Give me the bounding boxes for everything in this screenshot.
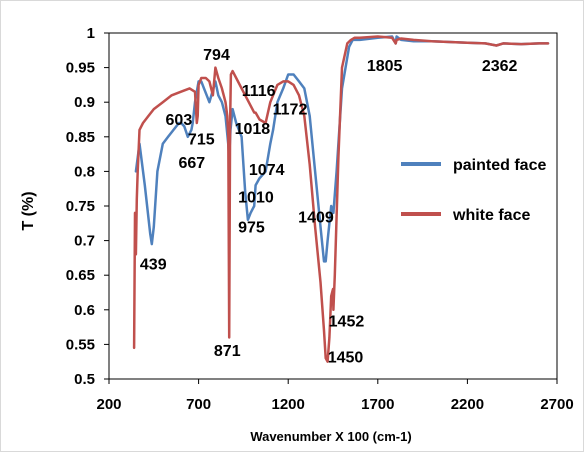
peak-label: 667 xyxy=(178,155,205,172)
x-tick-label: 2200 xyxy=(451,396,484,413)
peak-label: 1409 xyxy=(298,210,334,227)
peak-label: 439 xyxy=(140,257,167,274)
x-axis-ticks: 200 700 1200 1700 2200 2700 xyxy=(96,379,574,413)
y-tick-label: 1 xyxy=(87,25,95,42)
legend: painted face white face xyxy=(401,157,546,224)
y-tick-label: 0.7 xyxy=(74,233,95,250)
peak-label: 1010 xyxy=(238,190,274,207)
y-tick-label: 0.5 xyxy=(74,371,95,388)
x-tick-label: 200 xyxy=(96,396,121,413)
peak-label: 1805 xyxy=(367,58,403,75)
y-axis-ticks: 0.5 0.55 0.6 0.65 0.7 0.75 0.8 0.85 0.9 0.95 1 xyxy=(66,25,109,388)
y-axis-title: T (%) xyxy=(20,191,37,230)
peak-label: 871 xyxy=(214,343,241,360)
x-tick-label: 1700 xyxy=(361,396,394,413)
y-tick-label: 0.6 xyxy=(74,302,95,319)
y-tick-label: 0.65 xyxy=(66,267,95,284)
legend-label-painted-face: painted face xyxy=(453,157,546,174)
y-tick-label: 0.95 xyxy=(66,60,95,77)
peak-label: 1450 xyxy=(328,349,364,366)
peak-label: 1074 xyxy=(249,162,285,179)
y-tick-label: 0.75 xyxy=(66,198,95,215)
peak-label: 715 xyxy=(188,131,215,148)
peak-label: 1018 xyxy=(235,121,271,138)
x-tick-label: 1200 xyxy=(272,396,305,413)
y-tick-label: 0.85 xyxy=(66,129,95,146)
peak-label: 2362 xyxy=(482,58,518,75)
series-line-white-face xyxy=(132,35,550,363)
series-group xyxy=(132,35,550,363)
x-tick-label: 700 xyxy=(186,396,211,413)
peak-label: 794 xyxy=(203,47,230,64)
y-tick-label: 0.55 xyxy=(66,336,95,353)
y-tick-label: 0.9 xyxy=(74,94,95,111)
peak-label: 975 xyxy=(238,219,265,236)
peak-label: 1116 xyxy=(242,83,276,100)
x-axis-title: Wavenumber X 100 (cm-1) xyxy=(250,429,411,444)
peak-label: 603 xyxy=(166,112,193,129)
peak-label: 1452 xyxy=(329,313,365,330)
y-tick-label: 0.8 xyxy=(74,163,95,180)
legend-label-white-face: white face xyxy=(452,207,530,224)
peak-label: 1172 xyxy=(273,102,308,119)
x-tick-label: 2700 xyxy=(540,396,573,413)
